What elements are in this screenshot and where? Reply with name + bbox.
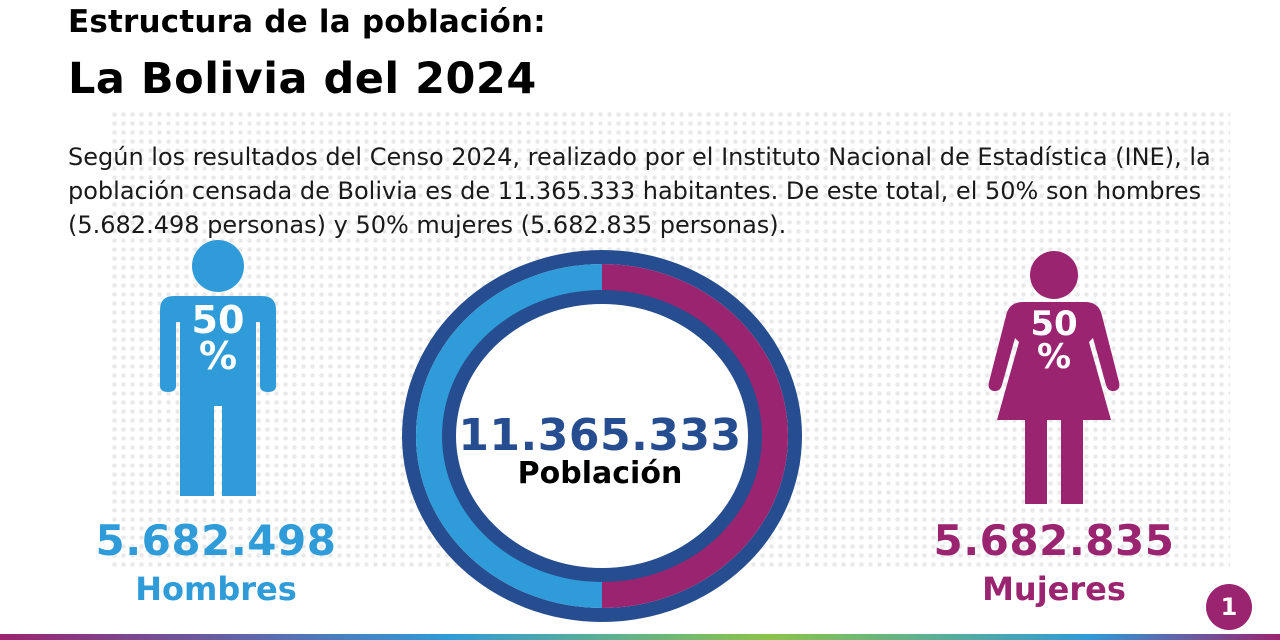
women-label: Mujeres [982,570,1126,608]
men-label: Hombres [135,570,297,608]
description-text: Según los resultados del Censo 2024, rea… [68,143,1211,239]
man-icon [160,240,276,496]
page-number-badge: 1 [1206,584,1252,630]
men-percent-number: 50 [191,298,245,342]
woman-figure: 50 % [987,250,1121,506]
page-subtitle: La Bolivia del 2024 [68,54,537,104]
page-title: Estructura de la población: [68,4,546,40]
footer-color-bar [0,634,1280,640]
men-percent-sign: % [198,334,238,378]
donut-center [456,304,748,568]
total-population-label: Población [517,456,683,491]
women-percent-sign: % [1036,337,1072,377]
women-count: 5.682.835 [933,516,1175,565]
man-figure: 50 % [160,240,276,500]
women-percent: 50 % [1014,304,1094,377]
men-count: 5.682.498 [95,516,337,565]
men-percent: 50 % [178,298,258,378]
woman-icon [988,251,1120,504]
women-percent-number: 50 [1030,304,1078,344]
population-donut [402,250,802,622]
total-population-value: 11.365.333 [458,410,742,461]
